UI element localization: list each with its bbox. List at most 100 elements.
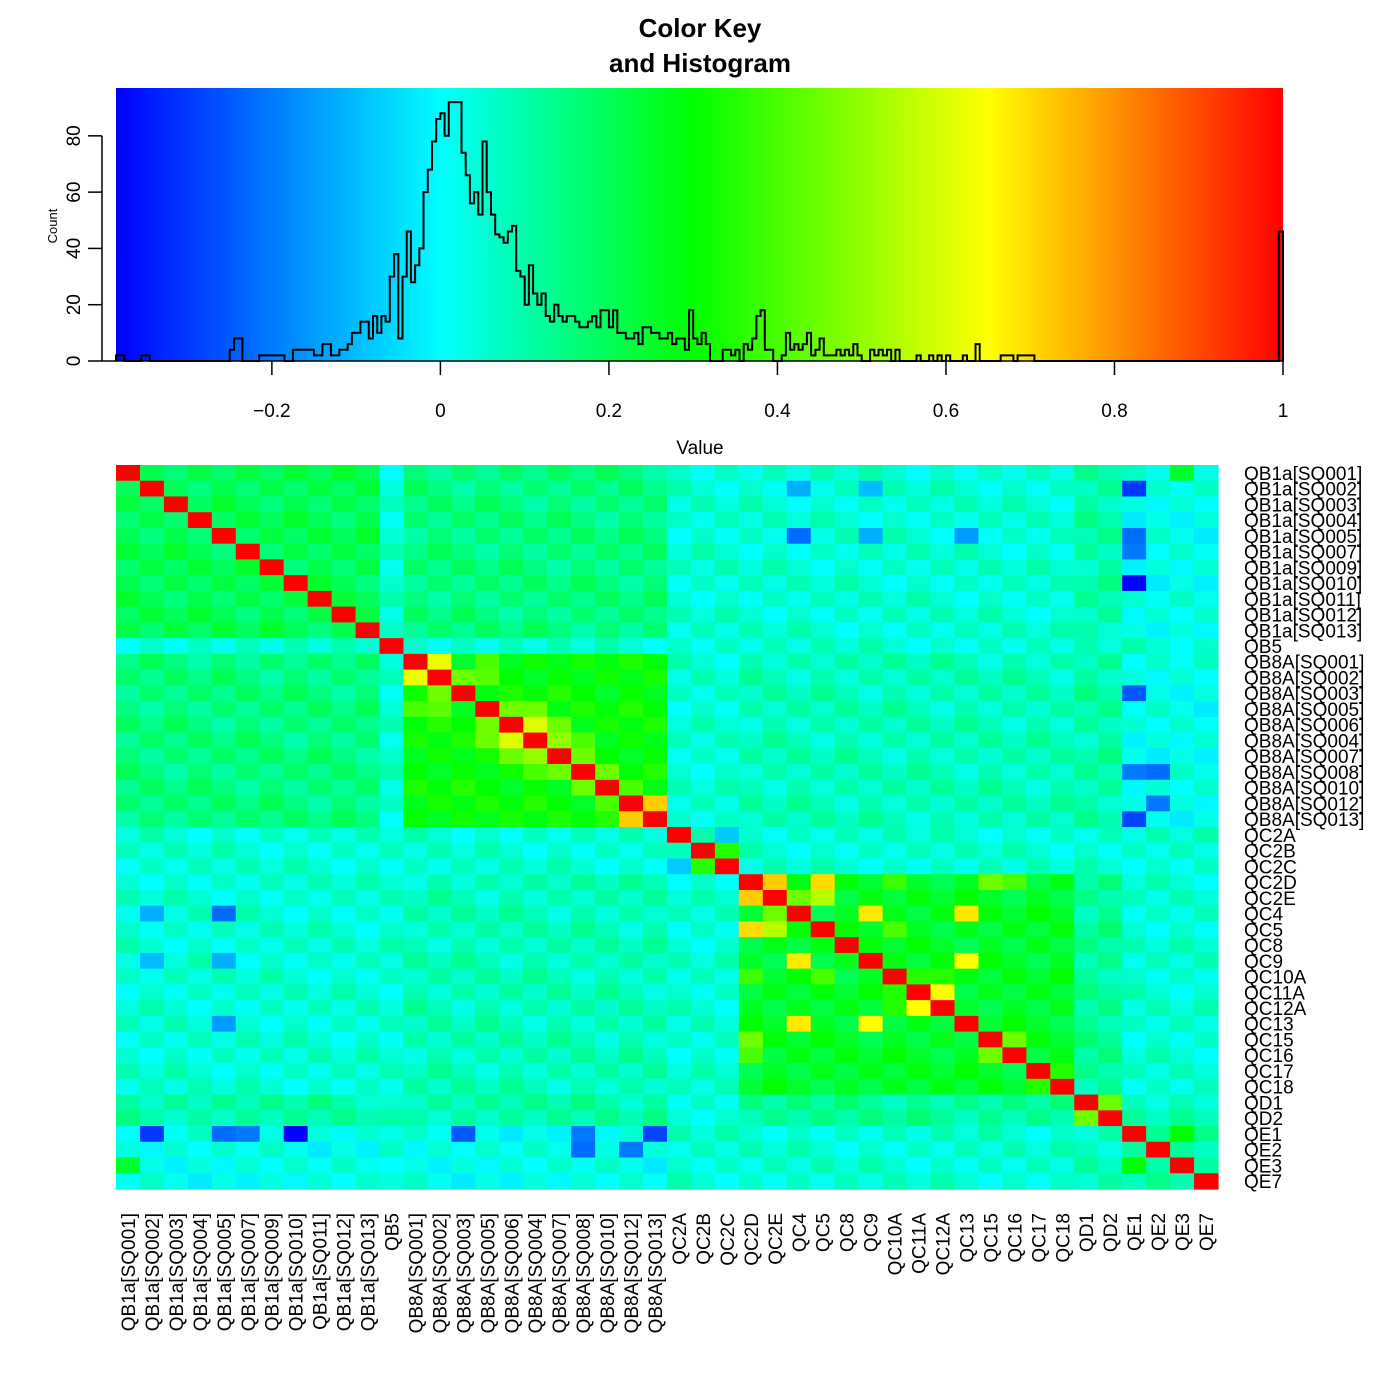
heatmap-cell (690, 685, 716, 702)
heatmap-cell (427, 842, 452, 860)
heatmap-cell (379, 827, 405, 844)
heatmap-cell (906, 905, 932, 923)
heatmap-cell (906, 653, 932, 671)
heatmap-cell (451, 968, 476, 985)
heatmap-cell (475, 1078, 500, 1096)
heatmap-cell (786, 984, 812, 1001)
heatmap-cell (403, 527, 429, 545)
heatmap-cell (714, 685, 740, 702)
heatmap-cell (523, 842, 548, 860)
heatmap-cell (1122, 779, 1147, 797)
heatmap-cell (643, 512, 668, 529)
row-label: QC2E (1244, 889, 1296, 910)
heatmap-cell (978, 1141, 1003, 1159)
heatmap-cell (834, 480, 860, 498)
heatmap-cell (355, 874, 381, 891)
heatmap-cell (475, 669, 500, 686)
heatmap-cell (1194, 1078, 1219, 1096)
heatmap-cell (331, 653, 357, 671)
heatmap-cell (858, 575, 884, 592)
heatmap-cell (690, 716, 716, 734)
heatmap-cell (738, 1141, 764, 1159)
heatmap-cell (1122, 1110, 1147, 1127)
heatmap-cell (786, 606, 812, 623)
heatmap-cell (355, 1157, 381, 1174)
heatmap-cell (307, 732, 333, 749)
heatmap-cell (1074, 732, 1099, 749)
heatmap-cell (978, 779, 1003, 797)
heatmap-cell (690, 638, 716, 655)
heatmap-cell (786, 590, 812, 608)
heatmap-cell (235, 1031, 261, 1048)
heatmap-cell (283, 764, 309, 781)
heatmap-cell (714, 575, 740, 592)
heatmap-cell (1146, 1047, 1171, 1064)
heatmap-cell (427, 1015, 452, 1033)
heatmap-cell (1002, 1015, 1027, 1033)
heatmap-cell (762, 685, 788, 702)
heatmap-cell (690, 496, 716, 513)
heatmap-cell (163, 1047, 189, 1064)
heatmap-cell (1146, 889, 1171, 907)
heatmap-cell (1098, 653, 1123, 671)
heatmap-cell (116, 937, 141, 954)
heatmap-cell (499, 827, 524, 844)
heatmap-cell (403, 937, 429, 954)
heatmap-cell (834, 779, 860, 797)
heatmap-cell (1122, 512, 1147, 529)
heatmap-cell (355, 622, 381, 639)
heatmap-cell (1074, 1078, 1099, 1096)
heatmap-cell (571, 543, 596, 561)
heatmap-cell (475, 590, 500, 608)
heatmap-cell (595, 795, 620, 812)
heatmap-cell (187, 1063, 213, 1080)
heatmap-cell (1050, 622, 1075, 639)
color-key-x-label: Value (676, 438, 723, 459)
heatmap-cell (523, 827, 548, 844)
heatmap-cell (738, 1031, 764, 1048)
heatmap-cell (1098, 732, 1123, 749)
heatmap-cell (451, 952, 476, 970)
heatmap-cell (403, 1157, 429, 1174)
heatmap-cell (714, 1015, 740, 1033)
heatmap-cell (619, 748, 644, 765)
heatmap-cell (211, 905, 237, 923)
heatmap-cell (1074, 764, 1099, 781)
heatmap-cell (690, 1031, 716, 1048)
heatmap-cell (930, 1157, 956, 1174)
heatmap-cell (259, 968, 285, 985)
heatmap-cell (738, 606, 764, 623)
heatmap-cell (235, 827, 261, 844)
heatmap-cell (139, 732, 165, 749)
heatmap-cell (714, 590, 740, 608)
heatmap-cell (187, 575, 213, 592)
heatmap-cell (1002, 1110, 1027, 1127)
heatmap-cell (379, 858, 405, 875)
heatmap-cell (858, 606, 884, 623)
heatmap-cell (259, 465, 285, 482)
heatmap-cell (427, 653, 452, 671)
heatmap-cell (187, 1157, 213, 1174)
heatmap-cell (906, 512, 932, 529)
heatmap-cell (762, 480, 788, 498)
heatmap-cell (1122, 1047, 1147, 1064)
heatmap-cell (571, 669, 596, 686)
heatmap-cell (619, 465, 644, 482)
heatmap-cell (571, 527, 596, 545)
heatmap-cell (499, 952, 524, 970)
heatmap-cell (1122, 669, 1147, 686)
heatmap-cell (403, 1078, 429, 1096)
heatmap-cell (523, 1110, 548, 1127)
column-label: QB1a[SQ003] (167, 1213, 188, 1331)
heatmap-cell (1194, 1047, 1219, 1064)
heatmap-cell (355, 1031, 381, 1048)
heatmap-cell (139, 575, 165, 592)
heatmap-cell (355, 653, 381, 671)
heatmap-cell (595, 905, 620, 923)
heatmap-cell (403, 543, 429, 561)
heatmap-cell (259, 732, 285, 749)
heatmap-cell (714, 795, 740, 812)
heatmap-cell (1122, 1157, 1147, 1174)
heatmap-cell (714, 716, 740, 734)
x-tick-label: 1 (1278, 401, 1289, 422)
